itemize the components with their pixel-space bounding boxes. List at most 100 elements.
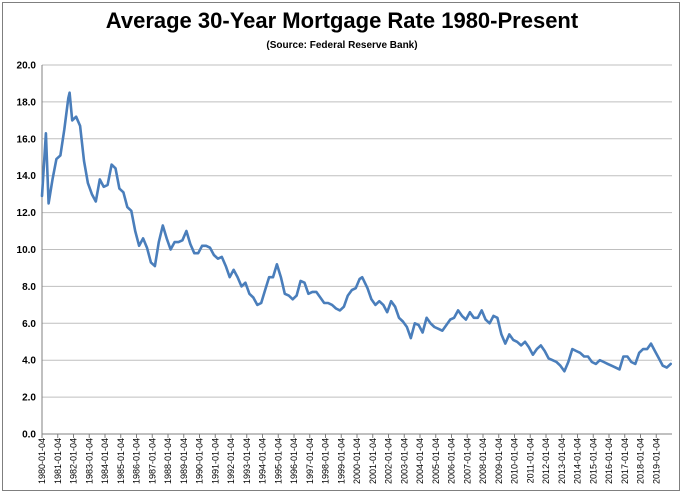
data-point (512, 339, 514, 341)
data-point (209, 247, 211, 249)
data-point (666, 367, 668, 369)
data-point (469, 311, 471, 313)
data-point (181, 239, 183, 241)
data-point (555, 361, 558, 363)
data-point (489, 322, 491, 324)
data-point (658, 357, 660, 359)
axes (41, 65, 672, 435)
x-tick-label: 2004-01-04 (415, 438, 425, 484)
x-tick-label: 1986-01-04 (132, 438, 142, 484)
data-point (126, 206, 128, 208)
data-point (426, 317, 428, 319)
x-tick-label: 2019-01-04 (651, 438, 661, 484)
data-point (201, 245, 203, 247)
data-point (307, 293, 309, 295)
y-tick-label: 10.0 (17, 245, 37, 256)
data-point (583, 355, 585, 358)
data-point (552, 359, 554, 361)
data-point (75, 116, 77, 118)
data-point (327, 302, 329, 304)
data-point (252, 296, 254, 299)
data-point (595, 363, 597, 365)
data-point (441, 330, 443, 332)
data-point (174, 241, 176, 243)
data-point (162, 224, 164, 227)
x-tick-label: 1988-01-04 (163, 438, 173, 484)
data-point (626, 355, 629, 358)
x-axis-ticks: 1980-01-04 1981-01-04 1982-01-04 1983-01-04… (37, 434, 661, 484)
data-point (615, 367, 617, 369)
data-point (69, 92, 71, 94)
data-point (189, 243, 191, 245)
x-tick-label: 1997-01-04 (305, 438, 315, 484)
data-point (544, 350, 546, 352)
y-axis-ticks: 0.0 2.0 4.0 6.0 8.0 10.0 12.0 14.0 16.0 18.0 20.0 (17, 61, 37, 441)
data-point (248, 293, 250, 295)
data-point (99, 178, 101, 180)
y-tick-label: 14.0 (17, 171, 37, 182)
y-tick-label: 16.0 (17, 134, 37, 145)
data-point (221, 256, 223, 258)
data-point (276, 263, 278, 265)
x-tick-label: 2008-01-04 (478, 438, 488, 484)
data-point (559, 365, 562, 367)
data-point (87, 182, 89, 184)
data-point (390, 300, 392, 302)
x-tick-label: 1993-01-04 (242, 438, 252, 484)
x-tick-label: 2014-01-04 (573, 438, 583, 484)
x-tick-label: 2005-01-04 (431, 438, 441, 484)
data-point (662, 365, 664, 367)
data-point (394, 306, 396, 308)
x-tick-label: 1989-01-04 (179, 438, 189, 484)
data-point (177, 241, 180, 243)
x-tick-label: 1984-01-04 (100, 438, 110, 484)
data-point (603, 361, 605, 363)
data-point (71, 119, 73, 121)
x-tick-label: 1992-01-04 (226, 438, 236, 484)
data-point (508, 333, 510, 335)
chart-title: Average 30-Year Mortgage Rate 1980-Prese… (105, 8, 579, 33)
data-point (55, 158, 58, 160)
x-tick-label: 1990-01-04 (195, 438, 205, 484)
data-point (414, 322, 416, 324)
data-point (114, 167, 117, 169)
data-point (83, 160, 85, 162)
x-tick-label: 2000-01-04 (352, 438, 362, 484)
data-point (670, 363, 672, 365)
data-point (122, 191, 124, 193)
chart-frame (2, 2, 680, 491)
data-point (622, 355, 625, 358)
data-point (382, 304, 384, 306)
data-point (335, 307, 337, 310)
data-point (103, 186, 105, 188)
data-point (642, 348, 644, 350)
x-tick-label: 1981-01-04 (53, 438, 63, 484)
data-point (59, 154, 62, 156)
data-point (528, 346, 530, 348)
data-point (500, 333, 502, 335)
data-point (138, 245, 140, 247)
x-tick-label: 2016-01-04 (604, 438, 614, 484)
data-point (339, 309, 341, 311)
x-tick-label: 1998-01-04 (321, 438, 331, 484)
data-point (618, 368, 621, 370)
data-point (361, 276, 363, 278)
data-point (185, 230, 187, 232)
data-point (237, 276, 239, 278)
data-point (319, 296, 321, 299)
data-point (193, 252, 195, 254)
data-point (445, 324, 447, 326)
data-point (386, 311, 388, 313)
x-tick-label: 2013-01-04 (557, 438, 567, 484)
data-point (540, 344, 542, 346)
data-point (347, 295, 349, 297)
data-point (134, 230, 136, 232)
data-point (292, 298, 294, 300)
data-point (150, 261, 152, 263)
data-point (79, 125, 81, 127)
data-point (630, 361, 632, 363)
data-point (268, 276, 270, 278)
data-point (591, 361, 593, 363)
data-point (374, 304, 376, 306)
